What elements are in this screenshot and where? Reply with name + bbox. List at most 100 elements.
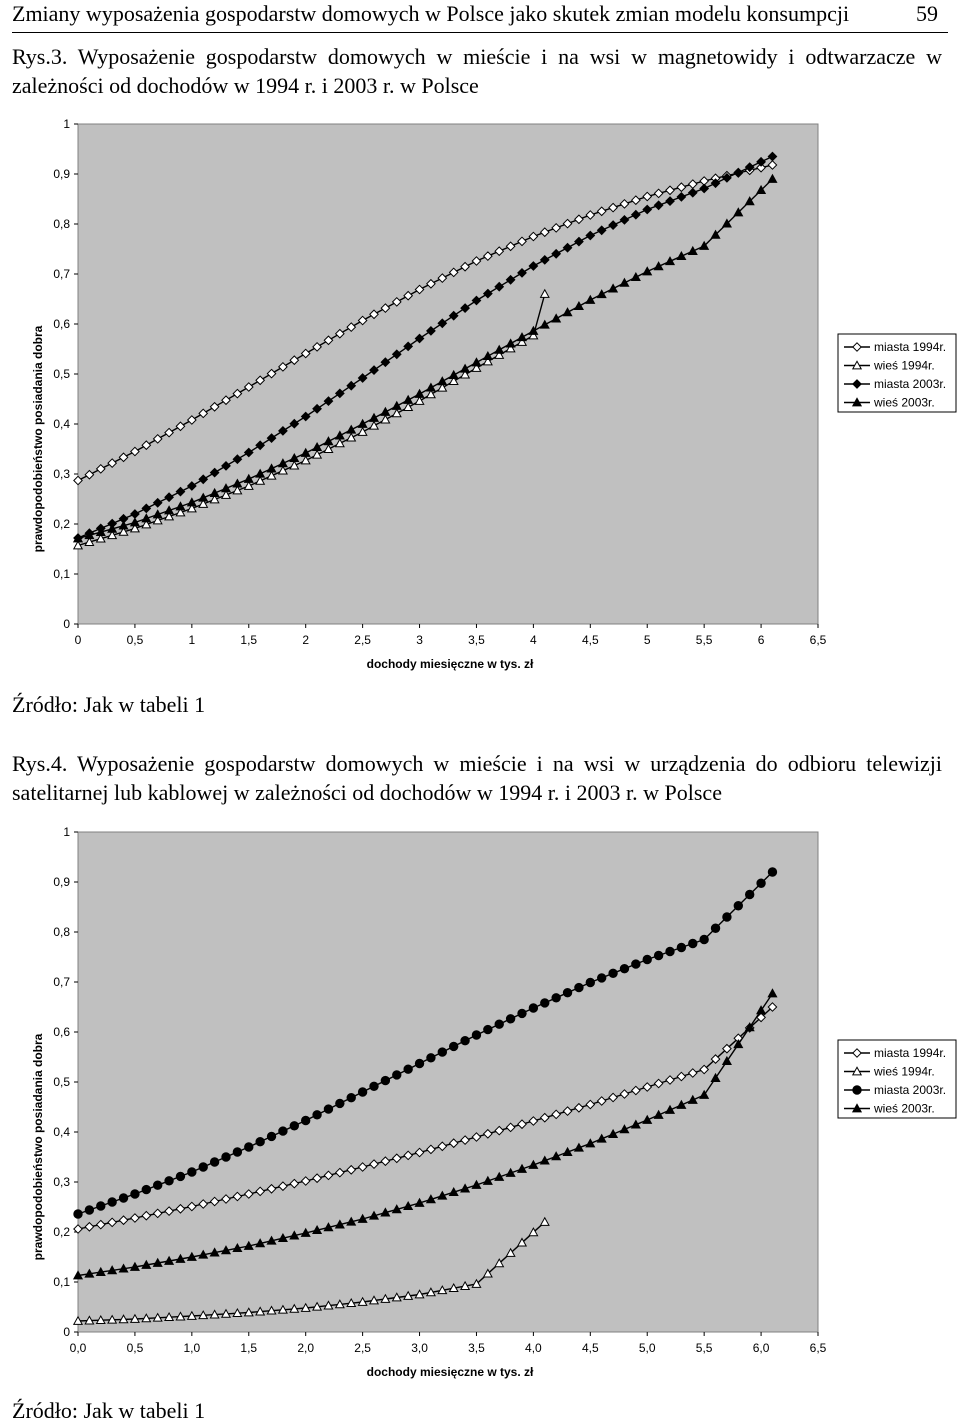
data-point [608, 283, 619, 293]
data-point [118, 1193, 129, 1203]
data-point [175, 486, 186, 497]
data-point [631, 959, 641, 969]
data-point [505, 1014, 516, 1024]
data-point [426, 1144, 436, 1155]
series-2 [72, 1216, 550, 1325]
data-point [403, 341, 414, 352]
data-point [118, 1314, 129, 1324]
data-point [323, 1170, 334, 1181]
data-point [346, 432, 357, 442]
data-point [278, 1181, 288, 1192]
data-point [676, 191, 687, 202]
y-tick-label: 0,1 [53, 567, 70, 581]
data-point [494, 344, 505, 354]
data-point [95, 1266, 106, 1276]
data-point [767, 160, 778, 170]
data-point [198, 1249, 209, 1259]
data-point [528, 261, 539, 271]
data-point [289, 355, 300, 366]
data-point [95, 526, 106, 536]
data-point [209, 1196, 220, 1207]
figure-3-source: Źródło: Jak w tabeli 1 [12, 692, 206, 717]
data-point [756, 1012, 766, 1023]
data-point [300, 1115, 311, 1126]
data-point [164, 1206, 174, 1217]
data-point [426, 278, 436, 289]
series-1 [73, 1002, 778, 1234]
data-point [733, 207, 744, 217]
data-point [414, 1289, 425, 1299]
data-point [152, 1312, 163, 1322]
data-point [756, 156, 766, 167]
series-4 [72, 988, 778, 1280]
data-point [596, 1096, 607, 1106]
data-point [414, 388, 425, 398]
data-point [551, 1109, 562, 1120]
data-point [221, 1194, 231, 1204]
data-point [414, 1147, 425, 1158]
x-tick-label: 0,5 [127, 1341, 144, 1355]
legend-label: miasta 1994r. [874, 340, 946, 354]
data-point [380, 357, 391, 368]
data-point [437, 1141, 448, 1152]
chart-4: 0 0,1 0,2 0,3 0,4 0,5 0,6 0,7 0,8 0,9 1 0,0 0,5 1,0 1,… [31, 825, 957, 1379]
y-tick-label: 0,8 [53, 925, 70, 939]
data-point [403, 1064, 413, 1074]
data-point [72, 1270, 84, 1280]
data-point [653, 1078, 664, 1089]
data-point [494, 1125, 505, 1136]
data-point [289, 1178, 300, 1189]
data-point [687, 187, 698, 198]
plot-area [77, 831, 819, 1333]
data-point [483, 1024, 493, 1035]
data-point [756, 162, 766, 173]
legend-marker [851, 1103, 863, 1113]
data-point [118, 1215, 129, 1226]
data-point [448, 310, 459, 321]
data-point [323, 443, 334, 453]
series-3 [73, 867, 778, 1219]
data-point [482, 1175, 493, 1185]
data-point [186, 1310, 197, 1320]
data-point [437, 1285, 448, 1295]
data-point [243, 382, 254, 392]
data-point [710, 923, 721, 933]
data-point [551, 222, 562, 233]
figure-3-caption: Rys.3. Wyposażenie gospodarstw domowych … [12, 44, 942, 98]
data-point [437, 376, 448, 386]
data-point [540, 998, 550, 1008]
data-point [198, 1310, 209, 1320]
data-point [699, 1089, 710, 1099]
x-tick-label: 1,5 [240, 633, 257, 647]
data-point [198, 1199, 209, 1209]
data-point [232, 1147, 243, 1157]
data-point [73, 1224, 83, 1234]
y-tick-label: 0 [63, 1325, 70, 1339]
data-point [312, 1110, 322, 1120]
data-point [460, 363, 471, 373]
data-point [357, 1296, 368, 1306]
series-4 [72, 173, 778, 543]
data-point [198, 492, 209, 502]
data-point [448, 267, 459, 278]
data-point [482, 251, 493, 262]
data-point [323, 1104, 334, 1114]
data-point [266, 1131, 277, 1142]
data-point [107, 1197, 117, 1207]
data-point [482, 356, 493, 366]
data-point [653, 950, 664, 961]
data-point [721, 218, 732, 228]
y-tick-label: 0,5 [53, 1075, 70, 1089]
data-point [562, 1106, 573, 1117]
data-point [551, 993, 561, 1003]
data-point [437, 1047, 448, 1057]
data-point [687, 1068, 698, 1078]
data-point [334, 388, 345, 399]
data-point [676, 250, 687, 261]
data-point [380, 1207, 391, 1217]
data-point [312, 441, 323, 452]
figure-4-source: Źródło: Jak w tabeli 1 [12, 1398, 206, 1423]
y-tick-label: 0,7 [53, 975, 70, 989]
data-point [665, 946, 675, 957]
page-header: Zmiany wyposażenia gospodarstw domowych … [12, 0, 948, 33]
